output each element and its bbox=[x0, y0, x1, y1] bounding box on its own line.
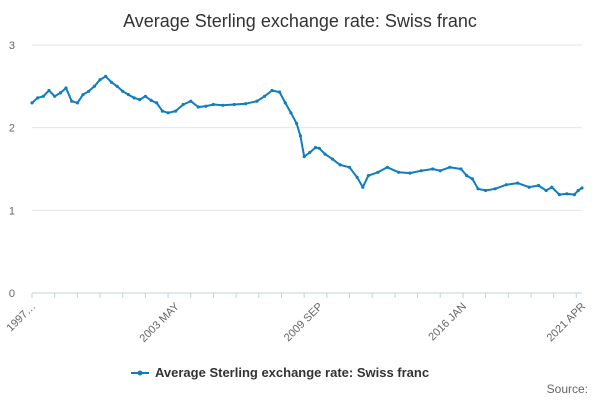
data-point bbox=[232, 102, 236, 107]
data-point bbox=[270, 88, 274, 93]
data-point bbox=[75, 101, 79, 105]
data-point bbox=[160, 109, 164, 113]
data-point bbox=[317, 146, 321, 150]
y-tick-label: 1 bbox=[9, 205, 15, 217]
data-point bbox=[504, 183, 508, 187]
x-tick-label: 2021 APR bbox=[545, 301, 589, 345]
data-point bbox=[221, 103, 225, 107]
axis-layer: 0 1 2 3 1997… 2003 MAY 2009 SEP 2016 JAN 2021 AP… bbox=[5, 40, 589, 345]
data-point bbox=[98, 78, 102, 82]
data-point bbox=[189, 99, 193, 103]
data-point bbox=[126, 93, 130, 97]
data-point bbox=[536, 183, 541, 188]
y-tick-label: 0 bbox=[9, 288, 15, 300]
series-line bbox=[31, 75, 583, 196]
data-point bbox=[53, 94, 57, 98]
data-point bbox=[323, 152, 327, 156]
data-point bbox=[338, 163, 342, 167]
data-point bbox=[330, 157, 335, 161]
data-point bbox=[87, 89, 91, 93]
data-point bbox=[448, 165, 452, 169]
source-label: Source: bbox=[547, 382, 588, 396]
data-point bbox=[493, 187, 497, 191]
data-point bbox=[155, 101, 159, 105]
data-point bbox=[283, 101, 287, 105]
data-point bbox=[313, 145, 318, 150]
data-point bbox=[438, 169, 442, 173]
legend-marker bbox=[137, 370, 143, 376]
data-point bbox=[361, 185, 365, 189]
data-point bbox=[565, 192, 569, 196]
data-point bbox=[81, 93, 85, 97]
data-point bbox=[366, 174, 370, 178]
data-point bbox=[431, 167, 435, 171]
data-point bbox=[174, 109, 178, 113]
y-tick-label: 3 bbox=[9, 40, 15, 52]
data-point bbox=[30, 101, 34, 105]
data-point bbox=[109, 80, 113, 84]
data-point bbox=[295, 121, 299, 126]
data-point bbox=[255, 99, 259, 103]
data-point bbox=[347, 165, 352, 169]
data-point bbox=[419, 169, 423, 173]
data-point bbox=[181, 102, 185, 107]
data-point bbox=[308, 150, 312, 155]
data-point bbox=[36, 96, 40, 100]
data-point bbox=[132, 96, 136, 100]
legend[interactable]: Average Sterling exchange rate: Swiss fr… bbox=[131, 365, 429, 380]
x-tick-label: 2016 JAN bbox=[426, 301, 469, 344]
data-point bbox=[527, 185, 531, 189]
data-point bbox=[58, 91, 63, 95]
x-tick-label: 2003 MAY bbox=[138, 300, 183, 345]
y-tick-label: 2 bbox=[9, 123, 15, 135]
data-point bbox=[166, 111, 170, 115]
data-point bbox=[385, 165, 389, 169]
data-point bbox=[211, 102, 215, 107]
data-point bbox=[550, 185, 554, 189]
data-point bbox=[47, 88, 51, 93]
chart-title: Average Sterling exchange rate: Swiss fr… bbox=[123, 11, 477, 31]
data-point bbox=[516, 181, 520, 185]
grid-layer bbox=[32, 44, 582, 211]
data-point bbox=[470, 177, 474, 181]
data-point bbox=[289, 111, 293, 115]
data-point bbox=[376, 170, 380, 174]
data-point bbox=[196, 105, 200, 109]
data-point bbox=[262, 94, 267, 98]
data-point bbox=[459, 167, 463, 171]
series-layer bbox=[30, 74, 584, 197]
data-point bbox=[70, 99, 74, 103]
data-point bbox=[408, 171, 412, 175]
data-point bbox=[244, 102, 248, 106]
data-point bbox=[92, 84, 96, 88]
data-point bbox=[104, 74, 108, 78]
data-point bbox=[557, 193, 561, 197]
data-point bbox=[115, 84, 119, 88]
data-point bbox=[41, 94, 45, 98]
data-point bbox=[64, 86, 68, 90]
data-point bbox=[298, 134, 302, 138]
data-point bbox=[143, 94, 147, 98]
x-tick-label: 2009 SEP bbox=[282, 301, 326, 345]
data-point bbox=[204, 104, 208, 108]
data-point bbox=[465, 174, 469, 178]
legend-label: Average Sterling exchange rate: Swiss fr… bbox=[155, 365, 429, 380]
data-point bbox=[278, 90, 282, 94]
data-point bbox=[580, 186, 584, 190]
data-point bbox=[149, 98, 153, 102]
data-point bbox=[476, 187, 480, 191]
data-point bbox=[484, 188, 488, 193]
data-point bbox=[576, 188, 580, 193]
data-point bbox=[138, 98, 142, 102]
data-point bbox=[302, 155, 306, 159]
data-point bbox=[572, 193, 577, 197]
data-point bbox=[355, 175, 359, 179]
data-point bbox=[397, 170, 401, 174]
data-point bbox=[544, 188, 548, 193]
data-point bbox=[121, 89, 125, 93]
x-tick-label: 1997… bbox=[5, 301, 39, 335]
